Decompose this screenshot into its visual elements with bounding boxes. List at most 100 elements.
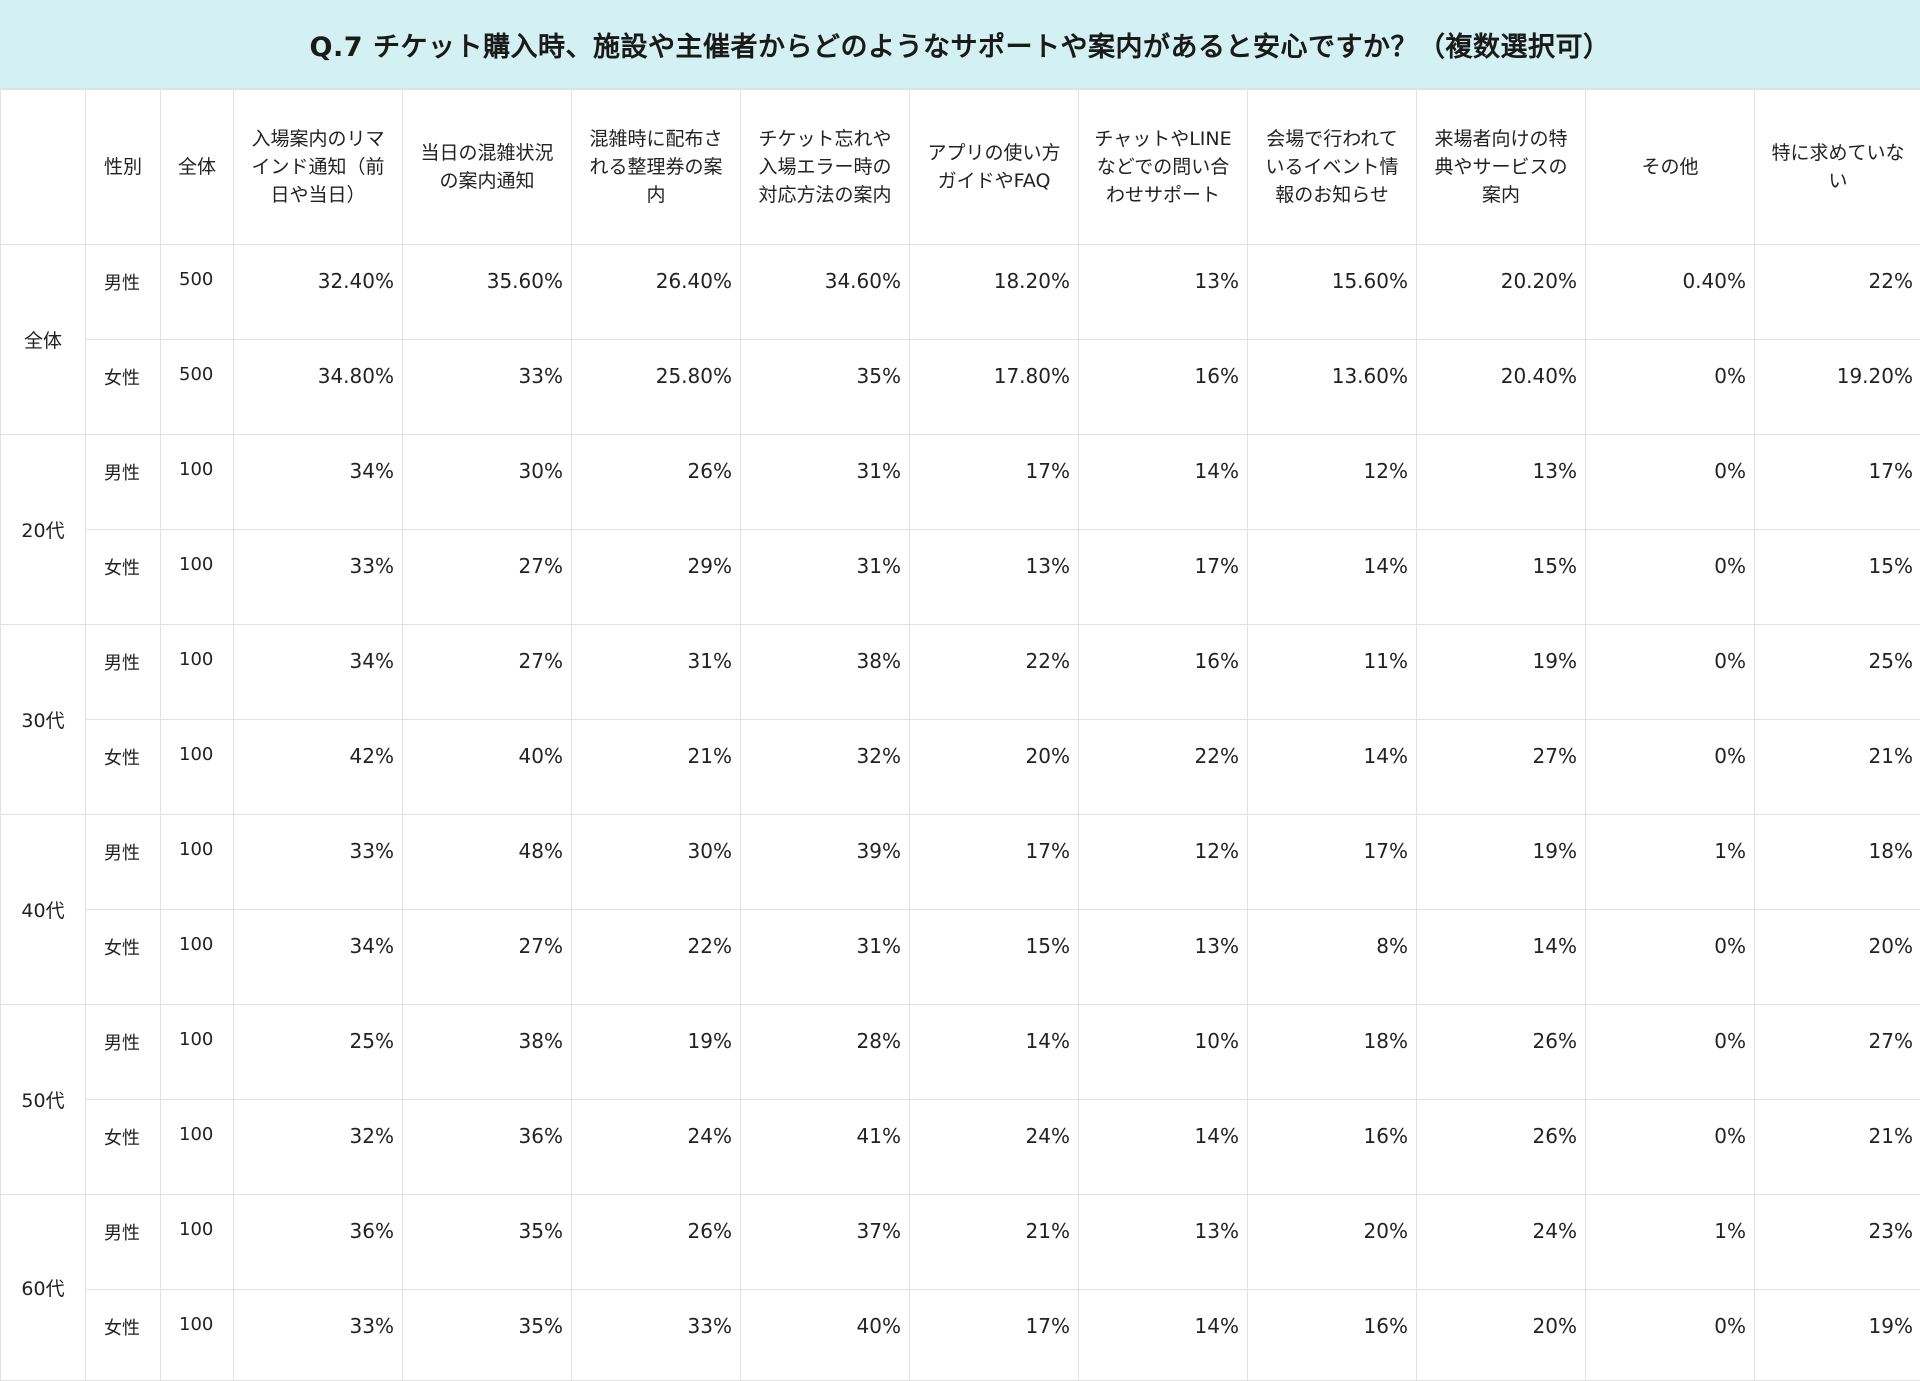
- percentage-cell: 17%: [910, 815, 1079, 910]
- percentage-cell: 24%: [572, 1100, 741, 1195]
- percentage-cell: 32%: [741, 720, 910, 815]
- percentage-cell: 34.60%: [741, 245, 910, 340]
- percentage-cell: 42%: [234, 720, 403, 815]
- column-header: 入場案内のリマインド通知（前日や当日）: [234, 90, 403, 245]
- age-group-label: 50代: [1, 1005, 86, 1195]
- percentage-cell: 15%: [1755, 530, 1920, 625]
- percentage-cell: 0%: [1586, 1290, 1755, 1381]
- age-group-label: 40代: [1, 815, 86, 1005]
- chart-title: Q.7 チケット購入時、施設や主催者からどのようなサポートや案内があると安心です…: [310, 25, 1611, 64]
- percentage-cell: 15.60%: [1248, 245, 1417, 340]
- column-header: 特に求めていない: [1755, 90, 1920, 245]
- percentage-cell: 22%: [1079, 720, 1248, 815]
- percentage-cell: 13%: [1079, 245, 1248, 340]
- percentage-cell: 20%: [1755, 910, 1920, 1005]
- percentage-cell: 40%: [741, 1290, 910, 1381]
- percentage-cell: 20.20%: [1417, 245, 1586, 340]
- percentage-cell: 22%: [572, 910, 741, 1005]
- results-table: 性別全体入場案内のリマインド通知（前日や当日）当日の混雑状況の案内通知混雑時に配…: [0, 89, 1920, 1381]
- percentage-cell: 39%: [741, 815, 910, 910]
- percentage-cell: 1%: [1586, 1195, 1755, 1290]
- percentage-cell: 0%: [1586, 340, 1755, 435]
- percentage-cell: 34%: [234, 910, 403, 1005]
- age-group-label: 60代: [1, 1195, 86, 1381]
- percentage-cell: 16%: [1079, 625, 1248, 720]
- gender-cell: 女性: [86, 340, 161, 435]
- column-header: 性別: [86, 90, 161, 245]
- percentage-cell: 35%: [403, 1290, 572, 1381]
- column-header: 来場者向けの特典やサービスの案内: [1417, 90, 1586, 245]
- age-group-label: 30代: [1, 625, 86, 815]
- percentage-cell: 33%: [234, 815, 403, 910]
- column-header: 当日の混雑状況の案内通知: [403, 90, 572, 245]
- sample-size-cell: 100: [161, 815, 234, 910]
- sample-size-cell: 100: [161, 530, 234, 625]
- column-header: チャットやLINEなどでの問い合わせサポート: [1079, 90, 1248, 245]
- percentage-cell: 35%: [741, 340, 910, 435]
- percentage-cell: 21%: [1755, 720, 1920, 815]
- percentage-cell: 48%: [403, 815, 572, 910]
- percentage-cell: 17%: [1079, 530, 1248, 625]
- percentage-cell: 25%: [234, 1005, 403, 1100]
- percentage-cell: 14%: [1079, 1100, 1248, 1195]
- percentage-cell: 37%: [741, 1195, 910, 1290]
- gender-cell: 女性: [86, 1290, 161, 1381]
- percentage-cell: 31%: [741, 910, 910, 1005]
- percentage-cell: 26%: [1417, 1100, 1586, 1195]
- percentage-cell: 27%: [403, 530, 572, 625]
- gender-cell: 男性: [86, 1195, 161, 1290]
- column-header: 混雑時に配布される整理券の案内: [572, 90, 741, 245]
- percentage-cell: 21%: [910, 1195, 1079, 1290]
- percentage-cell: 26%: [572, 1195, 741, 1290]
- percentage-cell: 34%: [234, 435, 403, 530]
- percentage-cell: 38%: [741, 625, 910, 720]
- percentage-cell: 18%: [1248, 1005, 1417, 1100]
- percentage-cell: 21%: [1755, 1100, 1920, 1195]
- gender-cell: 男性: [86, 625, 161, 720]
- title-bar: Q.7 チケット購入時、施設や主催者からどのようなサポートや案内があると安心です…: [0, 0, 1920, 89]
- percentage-cell: 17.80%: [910, 340, 1079, 435]
- percentage-cell: 30%: [403, 435, 572, 530]
- percentage-cell: 18.20%: [910, 245, 1079, 340]
- gender-cell: 女性: [86, 530, 161, 625]
- percentage-cell: 17%: [1248, 815, 1417, 910]
- sample-size-cell: 100: [161, 720, 234, 815]
- percentage-cell: 0%: [1586, 910, 1755, 1005]
- percentage-cell: 27%: [403, 625, 572, 720]
- sample-size-cell: 500: [161, 340, 234, 435]
- percentage-cell: 19%: [1755, 1290, 1920, 1381]
- sample-size-cell: 100: [161, 910, 234, 1005]
- percentage-cell: 0%: [1586, 1005, 1755, 1100]
- percentage-cell: 17%: [910, 435, 1079, 530]
- percentage-cell: 33%: [234, 530, 403, 625]
- percentage-cell: 17%: [910, 1290, 1079, 1381]
- percentage-cell: 0%: [1586, 1100, 1755, 1195]
- percentage-cell: 13%: [910, 530, 1079, 625]
- percentage-cell: 14%: [1417, 910, 1586, 1005]
- percentage-cell: 33%: [403, 340, 572, 435]
- percentage-cell: 24%: [910, 1100, 1079, 1195]
- column-header: 全体: [161, 90, 234, 245]
- percentage-cell: 32.40%: [234, 245, 403, 340]
- percentage-cell: 13%: [1079, 910, 1248, 1005]
- percentage-cell: 33%: [572, 1290, 741, 1381]
- percentage-cell: 0%: [1586, 530, 1755, 625]
- percentage-cell: 21%: [572, 720, 741, 815]
- percentage-cell: 20%: [910, 720, 1079, 815]
- sample-size-cell: 100: [161, 1005, 234, 1100]
- gender-cell: 男性: [86, 1005, 161, 1100]
- column-header: その他: [1586, 90, 1755, 245]
- percentage-cell: 13%: [1417, 435, 1586, 530]
- percentage-cell: 10%: [1079, 1005, 1248, 1100]
- column-header: チケット忘れや入場エラー時の対応方法の案内: [741, 90, 910, 245]
- percentage-cell: 29%: [572, 530, 741, 625]
- percentage-cell: 19%: [572, 1005, 741, 1100]
- percentage-cell: 30%: [572, 815, 741, 910]
- sample-size-cell: 100: [161, 1290, 234, 1381]
- percentage-cell: 23%: [1755, 1195, 1920, 1290]
